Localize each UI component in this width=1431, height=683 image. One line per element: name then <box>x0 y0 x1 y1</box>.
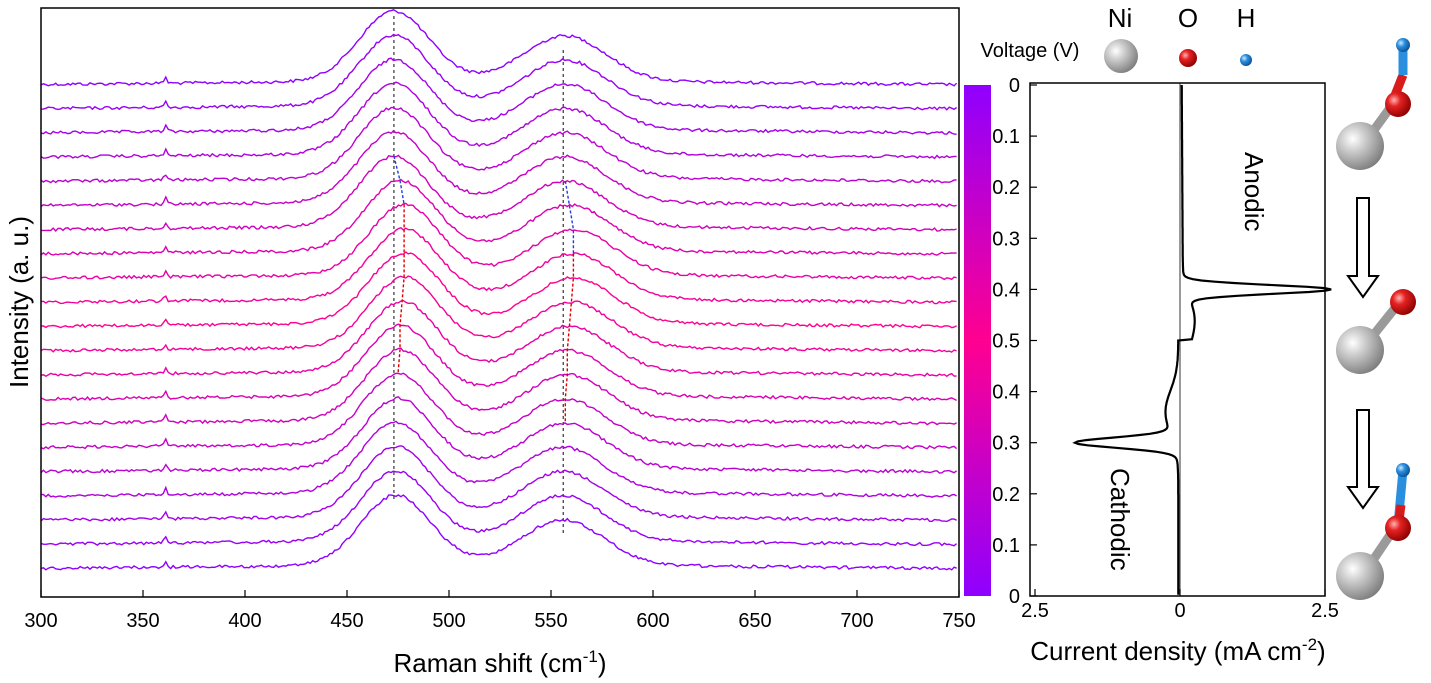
down-arrow-icon <box>1346 409 1380 510</box>
ni-o-h-molecule-icon <box>1336 38 1411 170</box>
raman-spectrum-line <box>40 470 958 547</box>
raman-plot-frame <box>40 7 960 598</box>
molecule-sequence <box>1336 38 1416 600</box>
legend-h-label: H <box>1237 3 1256 33</box>
cv-y-tick-label: 0 <box>1009 586 1020 608</box>
anodic-label: Anodic <box>1239 152 1269 232</box>
cv-y-tick-label: 0.5 <box>992 331 1020 353</box>
raman-spectrum-line <box>40 81 957 160</box>
cv-x-ticks: 2.5 0 2.5 <box>1021 589 1339 622</box>
cv-y-tick-label: 0.4 <box>992 382 1020 404</box>
raman-spectrum-line <box>41 154 957 232</box>
peak-shift-dash <box>397 204 405 374</box>
cv-curve <box>1072 85 1332 595</box>
ni-atom-icon <box>1104 39 1138 73</box>
x-tick-label: 300 <box>24 610 57 632</box>
raman-spectrum-line <box>40 129 957 208</box>
cv-y-tick-label: 0.3 <box>992 433 1020 455</box>
cv-x-tick-label: 2.5 <box>1311 600 1339 622</box>
peak-shift-dash <box>393 155 405 205</box>
cv-panel: 00.10.20.30.40.50.40.30.20.10 2.5 0 2.5 An… <box>992 75 1339 666</box>
cv-y-tick-label: 0.4 <box>992 279 1020 301</box>
down-arrow-icon <box>1346 197 1380 299</box>
colorbar-gradient <box>964 85 991 596</box>
cv-y-tick-label: 0.2 <box>992 177 1020 199</box>
colorbar-title: Voltage (V) <box>981 40 1080 62</box>
voltage-colorbar: Voltage (V) <box>964 40 1079 596</box>
cathodic-label: Cathodic <box>1105 468 1135 571</box>
cv-x-tick-label: 2.5 <box>1021 600 1049 622</box>
raman-spectrum-line <box>40 323 957 402</box>
raman-panel: 300 350 400 450 500 550 600 650 700 750 Raman shi… <box>4 7 976 678</box>
reference-lines <box>393 16 564 533</box>
x-tick-label: 750 <box>942 610 975 632</box>
x-tick-label: 450 <box>330 610 363 632</box>
raman-spectrum-line <box>40 396 958 474</box>
raman-x-axis-label: Raman shift (cm-1) <box>393 647 606 678</box>
cv-y-tick-label: 0 <box>1009 75 1020 97</box>
x-tick-label: 500 <box>432 610 465 632</box>
raman-spectrum-line <box>40 202 957 281</box>
raman-spectrum-line <box>40 227 957 305</box>
spectra-group <box>40 9 958 571</box>
legend-o-label: O <box>1178 3 1198 33</box>
cv-y-ticks: 0 0.1 0.2 0.3 0.4 0.5 0.4 0.3 0.2 0.1 0 <box>992 75 1037 608</box>
raman-spectrum-line <box>40 57 957 135</box>
cv-x-axis-label: Current density (mA cm-2) <box>1030 635 1325 666</box>
raman-spectrum-line <box>40 372 958 450</box>
ni-o-h-molecule-icon <box>1336 463 1411 600</box>
raman-spectrum-line <box>40 494 957 571</box>
cv-plot-frame <box>1029 82 1326 597</box>
peak-shift-dash <box>564 253 575 423</box>
x-tick-label: 400 <box>228 610 261 632</box>
cv-y-tick-label: 0.3 <box>992 228 1020 250</box>
atom-legend: Ni O H <box>1104 3 1255 73</box>
raman-spectrum-line <box>40 9 958 87</box>
peak-shift-dash <box>564 180 575 254</box>
raman-x-ticks: 300 350 400 450 500 550 600 650 700 750 <box>24 590 976 632</box>
raman-spectrum-line <box>40 275 957 353</box>
raman-spectrum-line <box>40 178 957 256</box>
raman-spectrum-line <box>40 251 957 329</box>
raman-spectrum-line <box>40 445 957 523</box>
ni-o-molecule-icon <box>1336 289 1416 374</box>
h-atom-icon <box>1240 54 1252 66</box>
raman-spectrum-line <box>40 347 957 426</box>
cv-y-tick-label: 0.1 <box>992 126 1020 148</box>
x-tick-label: 550 <box>534 610 567 632</box>
raman-y-axis-label: Intensity (a. u.) <box>4 216 34 388</box>
legend-ni-label: Ni <box>1108 3 1133 33</box>
raman-spectrum-line <box>40 299 957 378</box>
cv-y-tick-label: 0.1 <box>992 535 1020 557</box>
cv-y-tick-label: 0.2 <box>992 484 1020 506</box>
x-tick-label: 600 <box>636 610 669 632</box>
peak-shift-dashes <box>393 155 575 423</box>
raman-spectrum-line <box>40 106 957 184</box>
raman-spectrum-line <box>40 33 958 111</box>
x-tick-label: 350 <box>126 610 159 632</box>
raman-spectrum-line <box>40 420 957 498</box>
x-tick-label: 700 <box>840 610 873 632</box>
o-atom-icon <box>1179 49 1197 67</box>
x-tick-label: 650 <box>738 610 771 632</box>
cv-x-tick-label: 0 <box>1174 600 1185 622</box>
